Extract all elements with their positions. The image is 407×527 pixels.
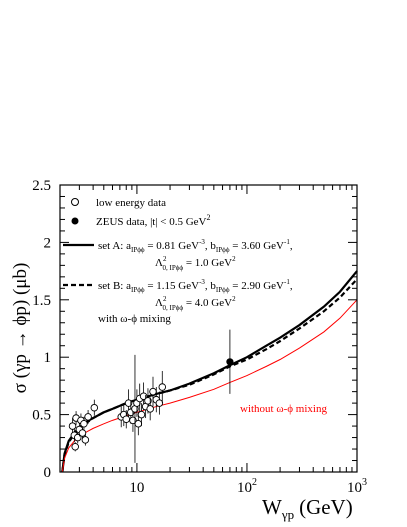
y-tick-label: 2.5	[32, 178, 51, 194]
data-point-low-energy	[81, 436, 90, 444]
data-point-low-energy	[80, 420, 88, 428]
x-tick-label: 10	[129, 480, 144, 496]
y-tick-label: 1	[44, 350, 52, 366]
y-tick-label: 0.5	[32, 408, 51, 424]
data-point-low-energy	[84, 413, 92, 421]
data-point-low-energy	[124, 399, 133, 407]
legend-label-set-b-1: set B: aIPϕϕ = 1.15 GeV-3, bIPϕϕ = 2.90 …	[98, 278, 293, 294]
x-axis-label-unit: (GeV)	[299, 495, 353, 519]
curve-without-mixing	[61, 299, 358, 473]
data-point-low-energy	[90, 403, 99, 412]
legend-label-set-a-1: set A: aIPϕϕ = 0.81 GeV-3, bIPϕϕ = 3.60 …	[98, 238, 293, 254]
x-axis-label: Wγp (GeV)	[262, 495, 353, 522]
legend: low energy data ZEUS data, |t| < 0.5 GeV…	[63, 197, 293, 325]
ticks-layer: 0 0.5 1 1.5 2 2.5 10 102 103	[32, 178, 367, 496]
data-point-low-energy	[155, 399, 164, 407]
data-point-low-energy	[158, 383, 167, 391]
legend-label-mixing: with ω-ϕ mixing	[98, 313, 171, 325]
x-axis-label-main: W	[262, 495, 282, 519]
legend-marker-zeus	[71, 217, 79, 225]
data-point-low-energy	[71, 442, 79, 451]
curve-set-b	[61, 278, 358, 473]
legend-marker-low-energy	[71, 198, 79, 206]
x-tick-label: 102	[237, 477, 257, 496]
data-point-zeus	[226, 358, 234, 366]
y-tick-label: 1.5	[32, 293, 51, 309]
data-point-low-energy	[149, 387, 157, 396]
x-tick-label: 103	[347, 477, 367, 496]
legend-label-set-a-2: Λ2 0, IPϕϕ = 1.0 GeV2	[155, 255, 236, 272]
legend-label-low-energy: low energy data	[96, 197, 166, 209]
data-point-low-energy	[68, 422, 77, 430]
data-point-low-energy	[134, 420, 143, 428]
legend-label-zeus: ZEUS data, |t| < 0.5 GeV2	[96, 213, 211, 228]
data-point-low-energy	[78, 429, 87, 437]
data-point-low-energy	[137, 410, 146, 419]
data-point-low-energy	[146, 405, 154, 413]
y-tick-label: 2	[44, 235, 52, 251]
data-point-low-energy	[144, 397, 152, 405]
plot-frame	[59, 184, 358, 473]
points-layer	[68, 329, 234, 463]
legend-label-set-b-2: Λ2 0, IPϕϕ = 4.0 GeV2	[155, 295, 236, 312]
y-axis-label: σ (γp → ϕp) (μb)	[10, 263, 31, 394]
svg-text:Wγp(GeV): Wγp (GeV)	[262, 495, 353, 522]
x-axis-label-sub: γp	[281, 507, 294, 522]
annotation-without-mixing: without ω-ϕ mixing	[240, 403, 327, 415]
y-tick-label: 0	[44, 465, 52, 481]
